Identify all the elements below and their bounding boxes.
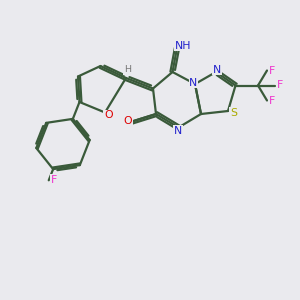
Text: NH: NH	[175, 40, 191, 51]
Text: N: N	[189, 77, 198, 88]
Text: N: N	[212, 64, 221, 75]
Text: F: F	[269, 65, 275, 76]
Text: O: O	[104, 110, 113, 121]
Text: N: N	[174, 125, 182, 136]
Text: H: H	[124, 65, 131, 74]
Text: O: O	[123, 116, 132, 126]
Text: F: F	[269, 95, 275, 106]
Text: F: F	[277, 80, 283, 91]
Text: S: S	[230, 107, 237, 118]
Text: F: F	[51, 175, 57, 185]
